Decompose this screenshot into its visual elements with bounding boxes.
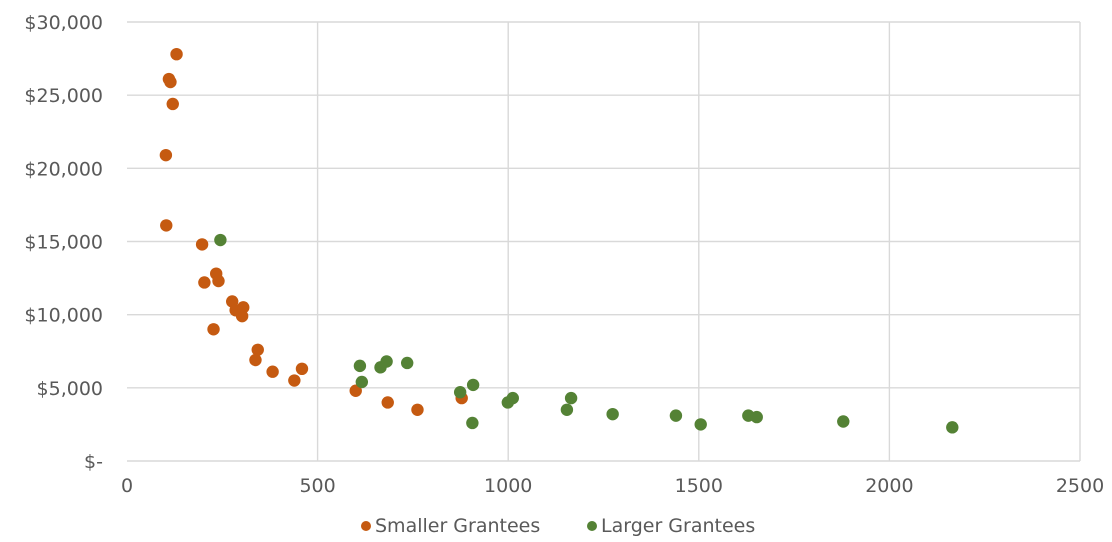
y-axis-ticks: $- $5,000 $10,000 $15,000 $20,000 $25,000 $30,… — [24, 12, 103, 473]
x-tick-label: 500 — [299, 475, 335, 497]
data-point-larger-grantees — [400, 356, 414, 370]
legend-label-smaller-grantees: Smaller Grantees — [375, 515, 540, 537]
data-point-smaller-grantees — [349, 384, 362, 397]
data-point-larger-grantees — [564, 391, 578, 405]
data-point-smaller-grantees — [159, 148, 173, 162]
grid-lines — [127, 21, 1081, 462]
data-point-smaller-grantees — [160, 219, 173, 232]
y-tick-label: $30,000 — [24, 12, 103, 34]
data-point-larger-grantees — [466, 378, 480, 392]
y-tick-label: $10,000 — [24, 305, 103, 327]
x-tick-label: 0 — [121, 475, 133, 497]
data-point-smaller-grantees — [381, 396, 394, 409]
data-point-smaller-grantees — [249, 353, 262, 367]
x-tick-label: 2500 — [1056, 475, 1104, 497]
data-point-larger-grantees — [946, 421, 959, 434]
data-point-larger-grantees — [380, 355, 393, 368]
y-tick-label: $5,000 — [37, 378, 103, 400]
data-point-smaller-grantees — [207, 323, 220, 336]
data-point-larger-grantees — [694, 418, 707, 431]
x-axis-ticks: 0 500 1000 1500 2000 2500 — [121, 475, 1104, 497]
x-tick-label: 1500 — [675, 475, 723, 497]
data-point-smaller-grantees — [295, 362, 309, 376]
x-tick-label: 1000 — [484, 475, 532, 497]
data-point-larger-grantees — [606, 407, 619, 421]
data-point-smaller-grantees — [288, 374, 301, 387]
data-point-larger-grantees — [750, 410, 763, 424]
y-tick-label: $25,000 — [24, 85, 103, 107]
data-point-smaller-grantees — [411, 403, 424, 416]
y-tick-label: $20,000 — [24, 158, 103, 180]
data-point-larger-grantees — [506, 391, 519, 405]
data-point-smaller-grantees — [164, 75, 177, 89]
data-point-larger-grantees — [837, 415, 850, 428]
legend-marker-smaller-grantees — [361, 521, 371, 531]
data-point-larger-grantees — [560, 403, 574, 416]
data-point-larger-grantees — [353, 359, 367, 373]
data-point-larger-grantees — [466, 416, 479, 430]
data-point-larger-grantees — [669, 409, 683, 422]
data-point-larger-grantees — [355, 375, 369, 389]
data-point-smaller-grantees — [251, 343, 264, 356]
data-point-smaller-grantees — [195, 238, 209, 251]
data-point-smaller-grantees — [198, 276, 211, 289]
data-point-larger-grantees — [214, 233, 227, 247]
x-tick-label: 2000 — [865, 475, 913, 497]
data-point-smaller-grantees — [237, 301, 250, 314]
legend: Smaller Grantees Larger Grantees — [361, 515, 755, 537]
data-point-smaller-grantees — [166, 97, 179, 111]
data-point-smaller-grantees — [170, 47, 183, 61]
legend-marker-larger-grantees — [587, 521, 597, 531]
data-point-smaller-grantees — [266, 365, 279, 378]
data-point-larger-grantees — [453, 386, 467, 399]
legend-label-larger-grantees: Larger Grantees — [601, 515, 755, 537]
data-point-smaller-grantees — [212, 274, 225, 288]
data-points — [159, 47, 959, 434]
y-tick-label: $15,000 — [24, 232, 103, 254]
y-tick-label: $- — [84, 451, 103, 473]
